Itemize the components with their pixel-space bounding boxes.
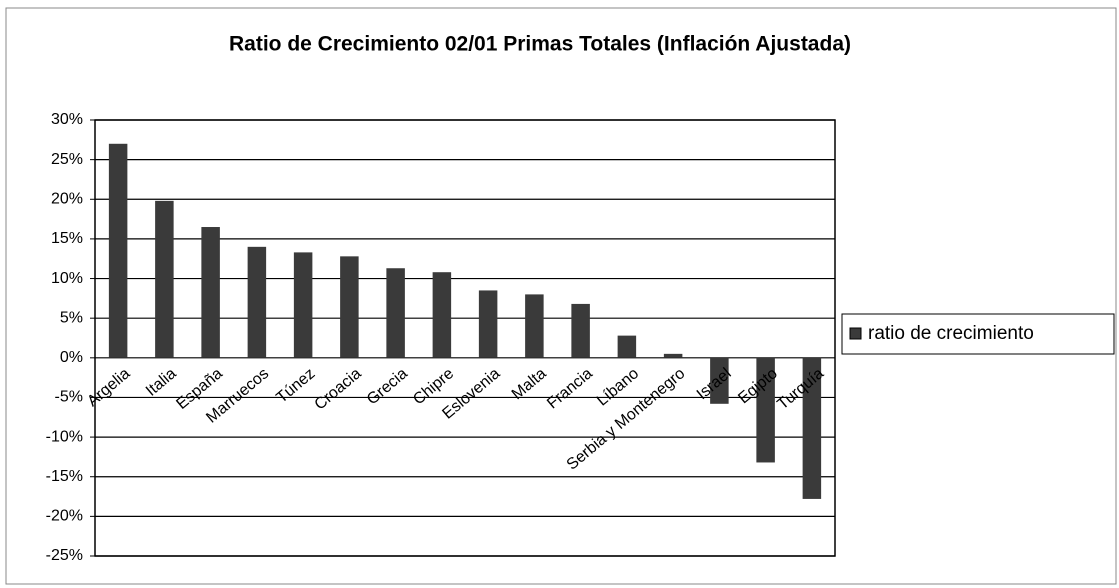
- bar: [247, 246, 267, 358]
- bar: [293, 252, 313, 358]
- bar: [432, 272, 452, 358]
- x-tick-label: Francia: [544, 365, 596, 412]
- bar: [710, 357, 729, 404]
- legend-swatch: [849, 327, 862, 340]
- bar: [571, 303, 590, 358]
- chart-frame: [5, 7, 1117, 585]
- y-tick-label: -20%: [46, 508, 83, 525]
- x-tick-label: Grecia: [364, 365, 411, 408]
- bar: [155, 200, 174, 358]
- bar: [386, 268, 405, 358]
- bar: [108, 143, 128, 358]
- x-tick-label: Italia: [143, 365, 180, 400]
- y-tick-label: 5%: [60, 309, 83, 326]
- y-tick-label: 30%: [51, 111, 83, 128]
- y-tick-label: -25%: [46, 547, 83, 564]
- y-tick-label: -10%: [46, 428, 83, 445]
- y-tick-label: -15%: [46, 468, 83, 485]
- bar: [525, 294, 544, 358]
- legend-box: [841, 313, 1115, 355]
- bar: [201, 227, 220, 358]
- x-tick-label: Argelia: [84, 365, 133, 410]
- y-tick-label: 10%: [51, 270, 83, 287]
- y-tick-label: 0%: [60, 349, 83, 366]
- legend-label: ratio de crecimiento: [868, 323, 1034, 344]
- bar: [663, 353, 683, 358]
- bar: [617, 335, 637, 358]
- x-tick-label: Croacia: [311, 365, 364, 414]
- bar: [478, 290, 498, 358]
- y-tick-label: -5%: [55, 389, 83, 406]
- chart-title: Ratio de Crecimiento 02/01 Primas Totale…: [229, 33, 851, 56]
- bar: [756, 357, 775, 463]
- y-tick-label: 20%: [51, 190, 83, 207]
- bar: [340, 256, 359, 358]
- y-tick-label: 25%: [51, 151, 83, 168]
- y-tick-label: 15%: [51, 230, 83, 247]
- bar: [802, 357, 822, 499]
